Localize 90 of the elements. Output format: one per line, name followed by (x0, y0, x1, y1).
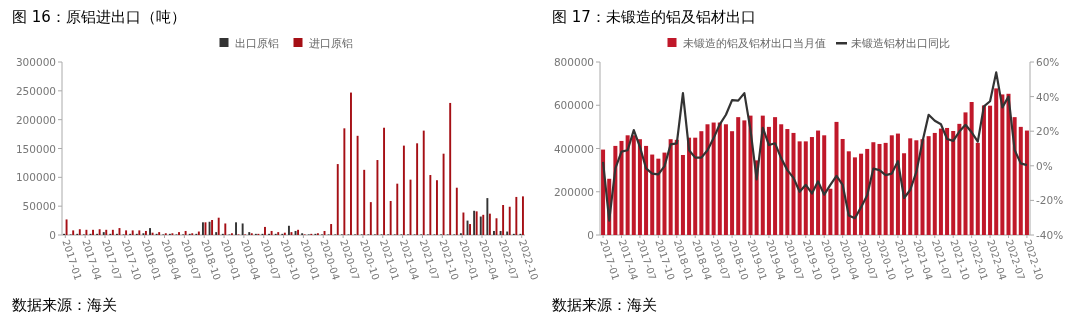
y-tick-label: 200000 (553, 185, 594, 198)
source-note: 数据来源：海关 (12, 296, 117, 314)
bar (773, 117, 778, 235)
bar (920, 139, 925, 235)
source-note: 数据来源：海关 (552, 296, 657, 314)
bar (803, 141, 808, 235)
bar (852, 157, 857, 235)
bar (963, 112, 968, 235)
bar (736, 117, 741, 235)
bar (1000, 94, 1005, 235)
bar (902, 153, 907, 235)
bar (1018, 126, 1023, 235)
bar (699, 131, 704, 235)
legend-label: 未锻造的铝及铝材出口当月值 (682, 37, 826, 49)
legend-label: 进口原铝 (308, 37, 353, 49)
bar (656, 158, 661, 235)
bar (981, 105, 986, 235)
chart-title: 图 16：原铝进出口（吨） (12, 8, 186, 26)
bar (619, 140, 624, 235)
y-tick-label: 0 (49, 229, 56, 241)
y-tick-label: 800000 (553, 56, 594, 68)
y-tick-label: 300000 (15, 56, 56, 68)
bar (926, 136, 931, 235)
y2-tick-label: 20% (1036, 125, 1060, 138)
y-tick-label: 200000 (15, 113, 56, 126)
bar (834, 121, 839, 235)
bar (674, 139, 679, 235)
bar (871, 142, 876, 235)
legend-label: 未锻造铝材出口同比 (851, 37, 950, 49)
bar (625, 135, 630, 235)
bar (766, 126, 771, 235)
y-tick-label: 400000 (553, 142, 594, 155)
bar (687, 137, 692, 235)
bar (785, 129, 790, 235)
y2-tick-label: 40% (1036, 90, 1060, 103)
bar (883, 142, 888, 235)
y-tick-label: 50000 (22, 200, 56, 213)
bar (662, 152, 667, 235)
bar (809, 137, 814, 235)
bar (822, 135, 827, 235)
bar (637, 139, 642, 235)
bar (717, 122, 722, 235)
bar (693, 137, 698, 235)
bar (631, 135, 636, 235)
bar (779, 124, 784, 235)
legend-label: 出口原铝 (234, 37, 279, 49)
y-tick-label: 600000 (553, 99, 594, 112)
bar (680, 154, 685, 235)
y2-tick-label: 60% (1036, 56, 1060, 68)
y-tick-label: 150000 (15, 142, 56, 155)
y2-tick-label: -20% (1036, 194, 1064, 207)
bar (711, 122, 716, 235)
bar (908, 138, 913, 235)
bar (644, 145, 649, 235)
bar (730, 131, 735, 235)
bar (1024, 130, 1029, 235)
bar (723, 124, 728, 235)
bar (668, 139, 673, 235)
bar (846, 151, 851, 235)
bar (742, 120, 747, 235)
bar (859, 153, 864, 235)
bar (705, 124, 710, 235)
bar (994, 88, 999, 235)
bar (938, 128, 943, 235)
bar (865, 148, 870, 235)
chart-title: 图 17：未锻造的铝及铝材出口 (552, 8, 756, 26)
bar (975, 142, 980, 235)
bar (1006, 93, 1011, 235)
y2-tick-label: 0% (1036, 159, 1053, 172)
bar (791, 132, 796, 235)
bar (797, 141, 802, 235)
bar (945, 127, 950, 235)
y-tick-label: 0 (587, 229, 594, 241)
bar (650, 154, 655, 235)
line-series (601, 71, 1029, 222)
bar (877, 143, 882, 235)
y-tick-label: 250000 (15, 84, 56, 97)
bar (828, 188, 833, 235)
bar (840, 138, 845, 235)
bar (816, 130, 821, 235)
y-tick-label: 100000 (15, 171, 56, 184)
bar (988, 105, 993, 235)
bar (969, 102, 974, 235)
bar (932, 132, 937, 235)
bar (957, 123, 962, 235)
bar (951, 130, 956, 235)
y2-tick-label: -40% (1036, 229, 1064, 241)
bar (895, 133, 900, 235)
bar (889, 135, 894, 235)
bar (914, 140, 919, 235)
